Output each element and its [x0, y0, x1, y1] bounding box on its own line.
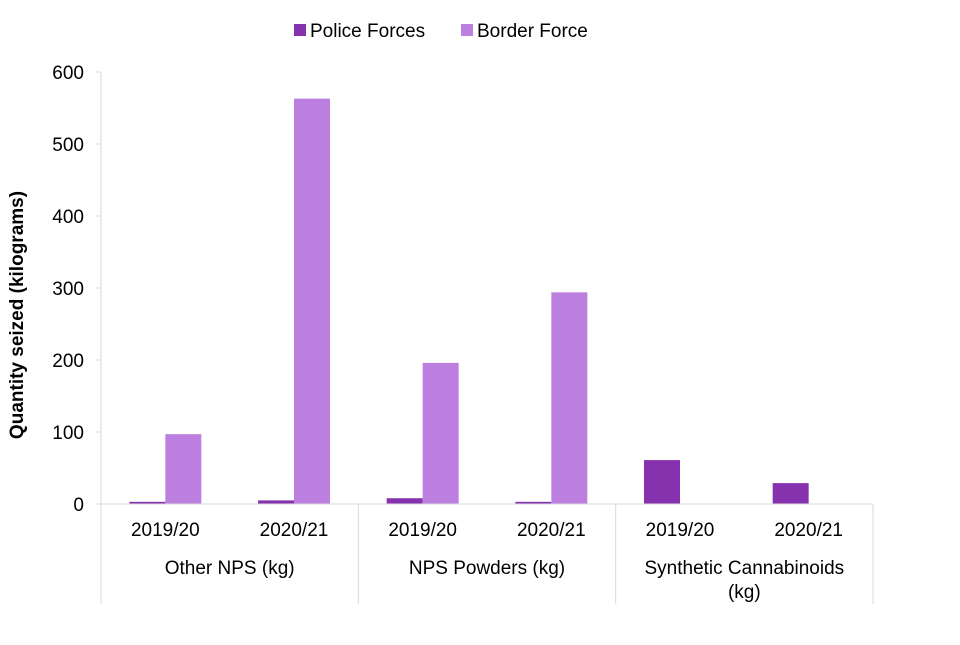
y-axis-title: Quantity seized (kilograms) — [7, 191, 28, 439]
x-tick-label: 2019/20 — [646, 520, 715, 541]
x-tick-label: 2020/21 — [260, 520, 329, 541]
x-group-label: NPS Powders (kg) — [409, 558, 565, 579]
bar-police-forces — [644, 460, 680, 504]
bar-border-force — [294, 98, 330, 504]
legend-swatch — [461, 24, 473, 36]
legend-label: Police Forces — [310, 21, 425, 42]
y-tick-label: 200 — [52, 351, 84, 372]
bar-police-forces — [386, 498, 423, 504]
legend: Police Forces Border Force — [294, 21, 588, 42]
bar-border-force — [422, 362, 459, 504]
x-group-label: Other NPS (kg) — [165, 558, 295, 579]
bar-police-forces — [129, 501, 166, 504]
bar-police-forces — [515, 501, 552, 504]
x-tick-label: 2020/21 — [774, 520, 843, 541]
x-group-label: (kg) — [728, 582, 761, 603]
bar-police-forces — [772, 483, 809, 504]
x-tick-label: 2019/20 — [131, 520, 200, 541]
bar-police-forces — [258, 500, 294, 504]
legend-label: Border Force — [477, 21, 588, 42]
y-tick-label: 0 — [73, 495, 84, 516]
x-tick-label: 2020/21 — [517, 520, 586, 541]
x-axis: 2019/20 2020/21 Other NPS (kg) 2019/20 2020/… — [100, 503, 874, 604]
y-tick-label: 300 — [52, 279, 84, 300]
legend-swatch — [294, 24, 306, 36]
y-axis: 0 100 200 300 400 500 600 — [52, 63, 102, 516]
x-tick-label: 2019/20 — [388, 520, 457, 541]
y-tick-label: 400 — [52, 207, 84, 228]
y-tick-label: 500 — [52, 135, 84, 156]
x-group-label: Synthetic Cannabinoids — [645, 558, 845, 579]
y-tick-label: 100 — [52, 423, 84, 444]
y-tick-label: 600 — [52, 63, 84, 84]
bar-border-force — [165, 434, 202, 504]
bar-border-force — [551, 292, 588, 504]
plot-area — [129, 98, 809, 504]
